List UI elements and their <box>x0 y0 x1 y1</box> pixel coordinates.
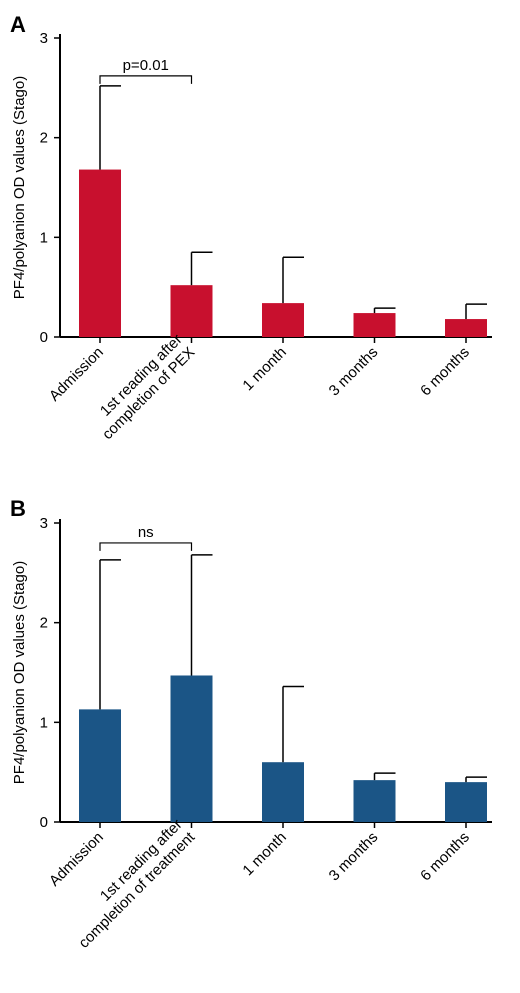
y-tick-label: 3 <box>40 515 48 532</box>
x-tick-label: 6 months <box>417 829 473 885</box>
x-tick-label-line: 1 month <box>239 829 289 879</box>
y-tick-label: 1 <box>40 229 48 246</box>
x-tick-label: Admission <box>46 344 107 405</box>
y-tick-label: 2 <box>40 130 48 147</box>
bar <box>445 319 487 337</box>
x-tick-label-line: 6 months <box>417 829 473 885</box>
bar <box>79 709 121 822</box>
x-tick-label: 3 months <box>326 344 382 400</box>
x-tick-label: 1st reading aftercompletion of PEX <box>86 331 198 443</box>
panel-label: A <box>10 12 26 37</box>
x-tick-label: 6 months <box>417 344 473 400</box>
significance-bracket <box>99 75 193 84</box>
x-tick-label-line: Admission <box>46 344 107 405</box>
y-tick-label: 3 <box>40 30 48 47</box>
y-tick-label: 0 <box>40 329 48 346</box>
y-tick-label: 0 <box>40 814 48 831</box>
x-tick-label-line: 3 months <box>326 344 382 400</box>
panel-label: B <box>10 496 26 521</box>
x-tick-label: 1 month <box>239 344 289 394</box>
significance-label: ns <box>138 524 154 541</box>
x-tick-label-line: 1 month <box>239 344 289 394</box>
x-tick-label-line: 6 months <box>417 344 473 400</box>
x-tick-label: 1st reading aftercompletion of treatment <box>63 815 199 951</box>
bar <box>445 782 487 822</box>
bar <box>262 303 304 337</box>
y-tick-label: 2 <box>40 615 48 632</box>
x-tick-label-line: 3 months <box>326 829 382 885</box>
bar <box>170 285 213 337</box>
bar <box>79 169 121 337</box>
chart-panel-b: B 0 1 2 3 PF4/polyanion OD values (Stago) Admi… <box>10 496 492 952</box>
x-tick-label: 3 months <box>326 829 382 885</box>
chart-panel-a: A 0 1 2 3 PF4/polyanion OD values (Stago) Admi… <box>10 12 492 443</box>
bar <box>262 762 304 822</box>
x-tick-label: Admission <box>46 829 107 890</box>
bar <box>170 675 213 822</box>
y-tick-label: 1 <box>40 714 48 731</box>
bar <box>353 780 396 822</box>
significance-label: p=0.01 <box>123 57 169 74</box>
x-tick-label: 1 month <box>239 829 289 879</box>
y-axis-label: PF4/polyanion OD values (Stago) <box>11 76 28 299</box>
bar <box>353 313 396 337</box>
significance-bracket <box>99 542 193 551</box>
y-axis-label: PF4/polyanion OD values (Stago) <box>11 561 28 784</box>
x-tick-label-line: Admission <box>46 829 107 890</box>
